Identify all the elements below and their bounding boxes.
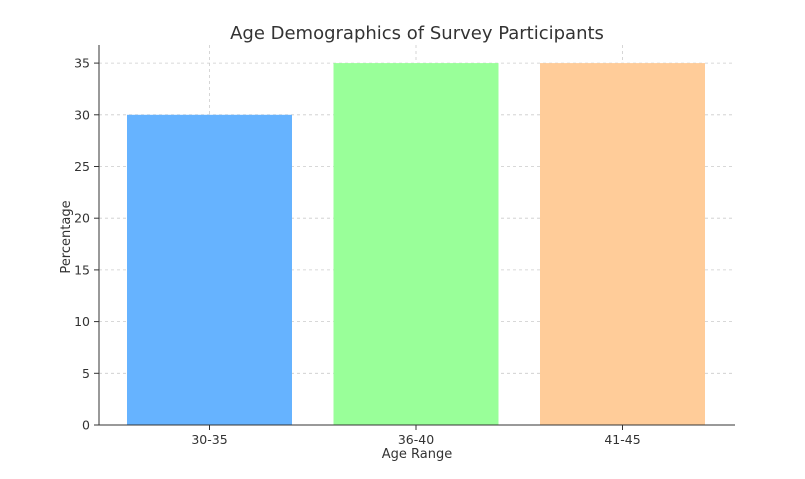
y-tick-label: 25	[74, 159, 90, 174]
y-tick-label: 10	[74, 314, 90, 329]
y-tick-label: 15	[74, 262, 90, 277]
y-tick-label: 20	[74, 211, 90, 226]
y-tick-label: 0	[82, 418, 90, 433]
bar-36-40	[333, 63, 499, 425]
bar-41-45	[540, 63, 705, 425]
x-tick-label: 30-35	[191, 432, 227, 447]
axes	[98, 45, 735, 426]
bars	[127, 63, 705, 425]
y-tick-label: 30	[74, 107, 90, 122]
chart-title: Age Demographics of Survey Participants	[230, 23, 604, 44]
y-tick-label: 5	[82, 366, 90, 381]
y-tick-label: 35	[74, 56, 90, 71]
x-tick-label: 41-45	[604, 432, 640, 447]
x-axis-label: Age Range	[382, 447, 452, 462]
y-axis-label: Percentage	[59, 200, 74, 273]
y-axis-ticks: 0 5 10 15 20 25 30 35	[74, 56, 99, 433]
x-axis-ticks: 30-35 36-40 41-45	[191, 425, 641, 447]
bar-30-35	[127, 114, 292, 425]
x-tick-label: 36-40	[398, 432, 434, 447]
